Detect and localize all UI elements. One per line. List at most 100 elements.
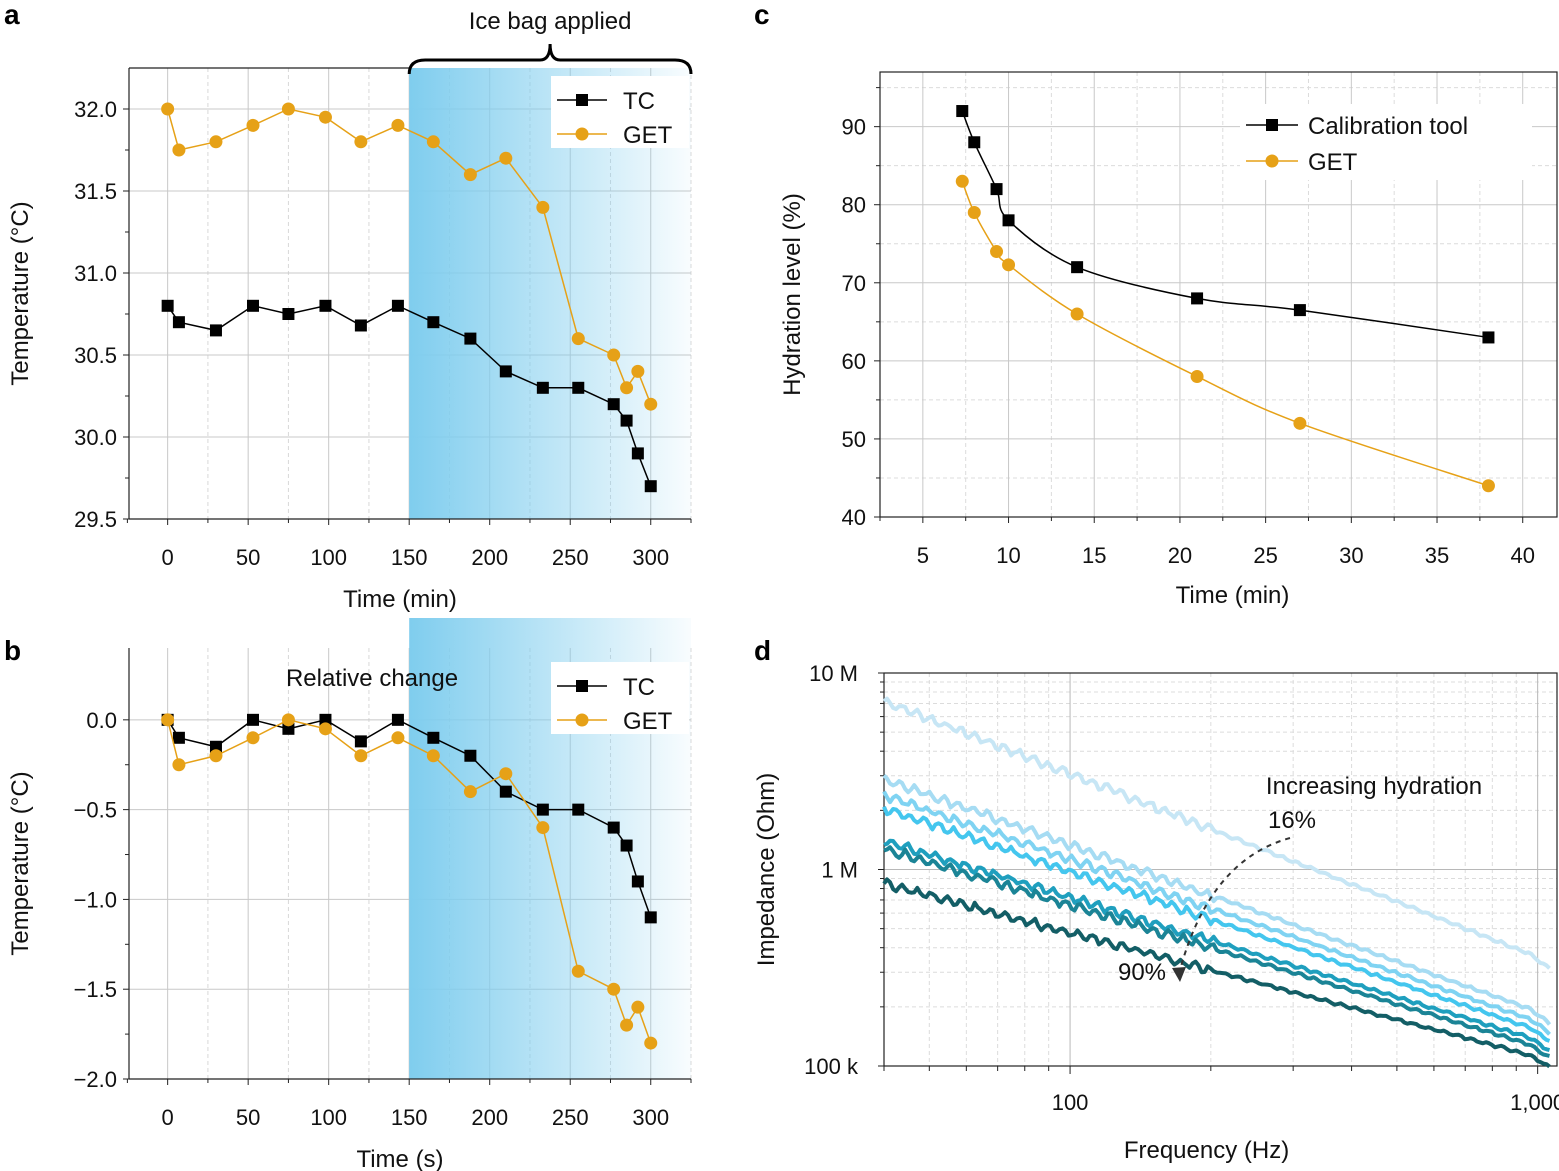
panel-label-d: d [754, 635, 771, 666]
y-tick-label: −1.0 [74, 887, 117, 912]
y-tick-label: 90 [842, 115, 866, 140]
y-tick-label: 30.5 [74, 343, 117, 368]
data-point-TC [499, 365, 512, 378]
x-axis-label: Time (min) [343, 586, 457, 613]
data-point-GET [318, 722, 332, 736]
data-point-GET [246, 731, 260, 745]
data-point-TC [620, 839, 633, 852]
relative-change-label: Relative change [286, 665, 458, 692]
data-point-get [967, 206, 981, 220]
x-tick-label: 250 [552, 545, 589, 570]
hydration-arrowhead [1172, 967, 1186, 982]
chart-c: 40 50 60 70 80 90 5 10 15 20 25 30 35 40 Time (min) Hyd… [779, 71, 1558, 609]
impedance-curve-4 [882, 806, 1551, 1043]
impedance-curve-1 [882, 696, 1551, 970]
series-line-get [961, 181, 1489, 487]
x-tick-label: 250 [552, 1105, 589, 1130]
data-point-GET [281, 713, 295, 727]
impedance-curve-7 [882, 877, 1551, 1069]
x-tick-label: 5 [917, 543, 929, 568]
x-tick-label: 25 [1253, 543, 1277, 568]
legend-marker-TC [576, 680, 588, 692]
y-tick-label: 60 [842, 349, 866, 374]
data-point-TC [209, 740, 222, 753]
data-point-GET [499, 767, 513, 781]
legend-marker-TC [576, 94, 588, 106]
data-point-TC [464, 749, 477, 762]
data-point-TC [536, 381, 549, 394]
panel-label-a: a [4, 0, 20, 30]
increasing-hydration-label: Increasing hydration [1266, 773, 1482, 800]
x-tick-label: 10 [996, 543, 1020, 568]
data-point-TC [282, 308, 295, 320]
data-point-GET [536, 200, 550, 214]
data-point-GET [463, 785, 477, 799]
hydration-arrow [1179, 837, 1291, 971]
data-point-calibration [1002, 214, 1015, 227]
data-point-TC [319, 713, 332, 726]
data-point-TC [172, 316, 185, 329]
data-point-GET [354, 749, 368, 763]
data-point-TC [644, 911, 657, 924]
legend-label: Calibration tool [1308, 113, 1468, 140]
x-tick-label: 50 [236, 1105, 260, 1130]
x-tick-label: 200 [471, 1105, 508, 1130]
data-point-GET [209, 135, 223, 149]
legend-box [551, 662, 689, 734]
legend-label-TC: TC [623, 674, 655, 701]
y-axis-label: Hydration level (%) [779, 193, 806, 396]
data-point-GET [354, 135, 368, 149]
chart-b: −2.0 −1.5 −1.0 −0.5 0.0 0 50 100 150 200 250 300 Tim… [7, 618, 692, 1171]
x-tick-label: 150 [391, 545, 428, 570]
y-tick-label: 50 [842, 427, 866, 452]
legend-box [551, 76, 689, 148]
legend-marker [1265, 154, 1279, 168]
legend-label-GET: GET [623, 708, 673, 735]
data-point-TC [246, 713, 259, 726]
y-tick-label: −0.5 [74, 798, 117, 823]
data-point-calibration [1482, 331, 1495, 344]
data-point-GET [571, 964, 585, 978]
data-point-TC [631, 875, 644, 888]
data-point-TC [354, 319, 367, 332]
data-point-GET [246, 118, 260, 132]
data-point-GET [161, 713, 175, 727]
data-point-GET [463, 168, 477, 182]
data-point-GET [281, 102, 295, 116]
x-axis-label: Frequency (Hz) [1124, 1137, 1289, 1164]
y-tick-label: −2.0 [74, 1067, 117, 1092]
data-point-GET [571, 332, 585, 346]
y-tick-label: 80 [842, 193, 866, 218]
hydration-90-label: 90% [1118, 959, 1166, 986]
data-point-GET [318, 110, 332, 124]
data-point-TC [572, 381, 585, 394]
data-point-GET [161, 102, 175, 116]
x-tick-label: 100 [1052, 1090, 1089, 1115]
data-point-TC [354, 735, 367, 748]
legend-marker-GET [575, 127, 589, 141]
data-point-GET [536, 821, 550, 835]
x-axis-label: Time (s) [356, 1146, 443, 1171]
x-tick-label: 100 [310, 545, 347, 570]
data-point-TC [572, 803, 585, 816]
y-axis-label: Temperature (°C) [7, 201, 34, 385]
plot-frame [879, 71, 1558, 518]
y-tick-label: 31.0 [74, 261, 117, 286]
panel-label-b: b [4, 635, 21, 666]
data-point-TC [631, 447, 644, 460]
hydration-16-label: 16% [1268, 807, 1316, 834]
data-point-GET [391, 118, 405, 132]
data-point-TC [319, 299, 332, 312]
impedance-curve-6 [883, 845, 1550, 1058]
data-point-get [1481, 479, 1495, 493]
data-point-GET [499, 151, 513, 165]
x-tick-label: 50 [236, 545, 260, 570]
data-point-calibration [1191, 292, 1204, 305]
data-point-GET [172, 143, 186, 157]
data-point-GET [209, 749, 223, 763]
data-point-calibration [990, 183, 1003, 196]
y-tick-label: 40 [842, 505, 866, 530]
data-point-GET [391, 731, 405, 745]
x-tick-label: 300 [632, 545, 669, 570]
impedance-curve-3 [882, 790, 1551, 1036]
